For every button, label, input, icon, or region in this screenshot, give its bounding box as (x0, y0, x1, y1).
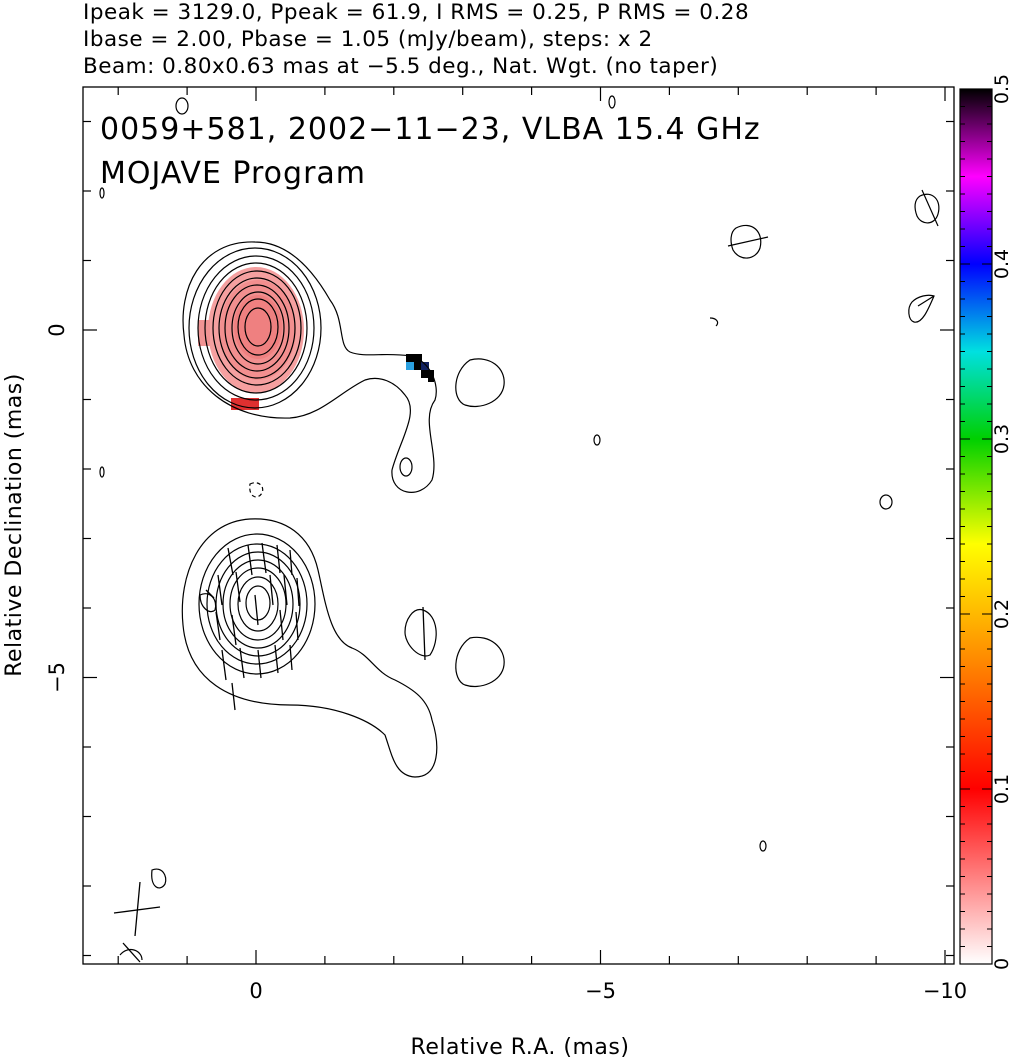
x-tick-label: −10 (923, 979, 967, 1003)
colorbar-tick-label: 0.1 (991, 774, 1013, 804)
axis-ticks (83, 87, 954, 964)
colorbar-tick-label: 0.5 (991, 74, 1013, 104)
colorbar-tick-label: 0 (991, 958, 1013, 970)
axis-tick-labels: 0 −5 −10 0 −5 (45, 323, 967, 1003)
y-tick-label: −5 (45, 662, 69, 693)
x-tick-label: −5 (585, 979, 616, 1003)
colorbar-tick-labels: 0 0.1 0.2 0.3 0.4 0.5 (991, 74, 1013, 970)
colorbar-ticks (960, 88, 992, 965)
colorbar-tick-label: 0.4 (991, 249, 1013, 279)
chart-title: 0059+581, 2002−11−23, VLBA 15.4 GHz (100, 112, 761, 147)
x-axis-label: Relative R.A. (mas) (411, 1035, 630, 1060)
pol-fill-jet-pixels (406, 354, 434, 382)
evpa-ticks (205, 542, 426, 711)
header-line-3: Beam: 0.80x0.63 mas at −5.5 deg., Nat. W… (83, 54, 718, 79)
header-line-2: Ibase = 2.00, Pbase = 1.05 (mJy/beam), s… (83, 27, 653, 52)
colorbar-tick-label: 0.2 (991, 599, 1013, 629)
noise-vectors (727, 189, 939, 307)
plot-frame (82, 86, 955, 965)
contours-upper (182, 241, 505, 493)
plot-area (99, 95, 940, 963)
colorbar-tick-label: 0.3 (991, 424, 1013, 454)
x-tick-label: 0 (249, 979, 262, 1003)
contours-lower (181, 518, 505, 778)
header-line-1: Ipeak = 3129.0, Ppeak = 61.9, I RMS = 0.… (83, 0, 749, 25)
beam-cross-marker (113, 881, 161, 963)
chart-subtitle: MOJAVE Program (100, 156, 366, 191)
y-tick-label: 0 (45, 323, 69, 336)
y-axis-label: Relative Declination (mas) (2, 373, 27, 677)
noise-contours (99, 95, 940, 961)
